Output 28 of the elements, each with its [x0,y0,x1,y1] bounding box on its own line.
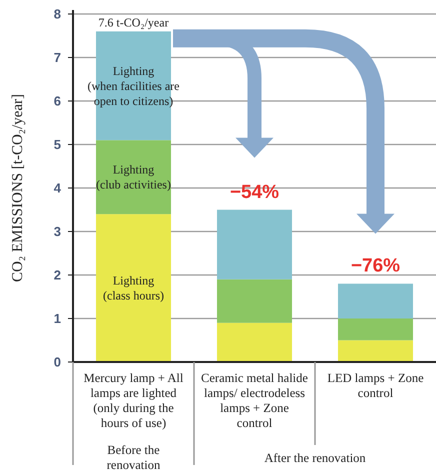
annotation: 7.6 t-CO₂/year [98,15,169,30]
annotation: −54% [230,182,280,203]
bar [216,322,292,362]
bar [216,210,292,280]
y-tick-label: 6 [54,94,61,108]
y-tick-label: 5 [54,137,61,152]
y-tick-label: 4 [54,180,62,196]
y-tick-label: 2 [54,268,61,282]
x-tick-label: Mercury lamp + All lamps are lighted (only during the hours of use) [84,371,184,430]
bar [96,140,172,214]
bar [216,279,292,323]
text: After the renovation [264,451,366,465]
series-label: Lighting (class hours) [103,274,164,303]
y-tick-label: 1 [54,311,61,326]
bar [338,318,414,340]
y-tick-label: 7 [54,50,61,65]
bar [96,214,172,362]
bar [338,340,414,362]
series-label: Lighting (club activities) [96,162,171,192]
x-tick-label: Ceramic metal halide lamps/ electrodeless lamps + Zone control [201,371,308,430]
text: Before the renovation [106,443,161,472]
annotation: −76% [350,256,400,277]
x-tick-label: LED lamps + Zone control [327,371,424,400]
bar [338,284,414,318]
y-tick-label: 8 [54,6,61,22]
y-tick-label: 0 [54,354,61,370]
y-tick-label: 3 [54,224,61,239]
y-axis-title: CO₂ EMISSIONS [t-CO₂/year] [10,94,26,282]
